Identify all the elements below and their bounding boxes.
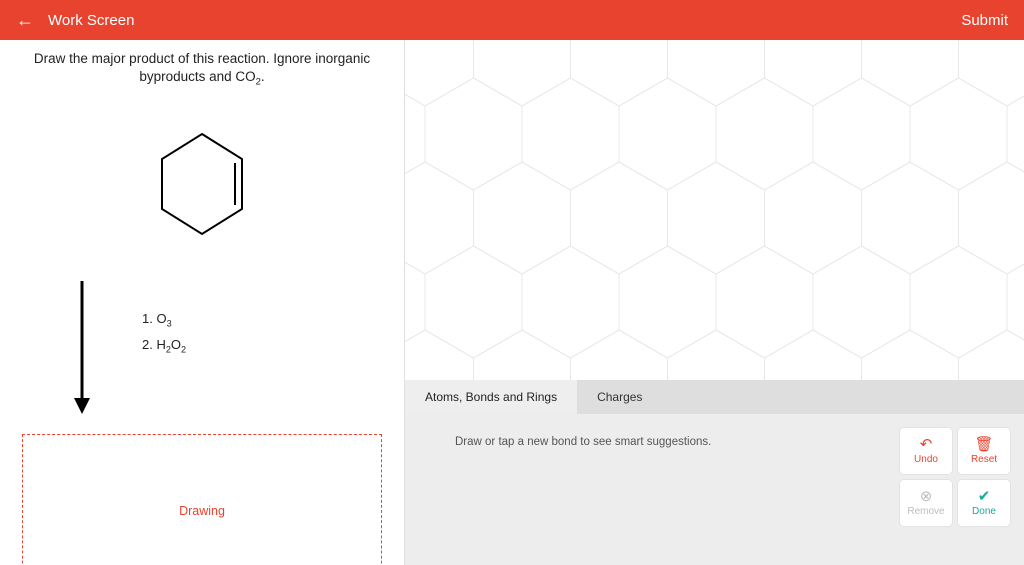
tab-charges[interactable]: Charges (577, 380, 662, 414)
remove-icon: ⊗ (920, 489, 933, 504)
tool-tabs: Atoms, Bonds and Rings Charges (405, 380, 1024, 414)
reagent-step-2: 2. H2O2 (142, 332, 186, 359)
toolbar: Draw or tap a new bond to see smart sugg… (405, 414, 1024, 565)
trash-icon: 🗑 (974, 437, 993, 452)
reagents: 1. O3 2. H2O2 (142, 306, 186, 360)
question-panel: Draw the major product of this reaction.… (0, 40, 405, 565)
reset-button[interactable]: 🗑 Reset (958, 428, 1010, 474)
header: ← Work Screen Submit (0, 0, 1024, 40)
reagent-step-1: 1. O3 (142, 306, 186, 333)
prompt-line1: Draw the major product of this reaction.… (34, 51, 370, 66)
undo-label: Undo (914, 454, 938, 465)
done-button[interactable]: ✔ Done (958, 480, 1010, 526)
undo-icon: ↶ (920, 437, 933, 452)
submit-button[interactable]: Submit (961, 12, 1008, 29)
reset-label: Reset (971, 454, 997, 465)
back-icon[interactable]: ← (16, 10, 34, 31)
page-title: Work Screen (48, 12, 961, 29)
remove-button[interactable]: ⊗ Remove (900, 480, 952, 526)
drawing-target-box[interactable]: Drawing (22, 434, 382, 565)
reaction-arrow-icon (68, 276, 96, 416)
reactant-structure (22, 124, 382, 244)
prompt-line2: byproducts and CO2. (139, 69, 264, 84)
tab-atoms-bonds-rings[interactable]: Atoms, Bonds and Rings (405, 380, 577, 414)
done-label: Done (972, 506, 996, 517)
drawing-box-label: Drawing (179, 504, 225, 518)
check-icon: ✔ (978, 489, 991, 504)
prompt-text: Draw the major product of this reaction.… (22, 50, 382, 104)
remove-label: Remove (907, 506, 944, 517)
drawing-canvas[interactable] (405, 40, 1024, 380)
editor-panel: Atoms, Bonds and Rings Charges Draw or t… (405, 40, 1024, 565)
cyclohexene-icon (147, 124, 257, 244)
hex-grid-icon (405, 40, 1024, 380)
undo-button[interactable]: ↶ Undo (900, 428, 952, 474)
